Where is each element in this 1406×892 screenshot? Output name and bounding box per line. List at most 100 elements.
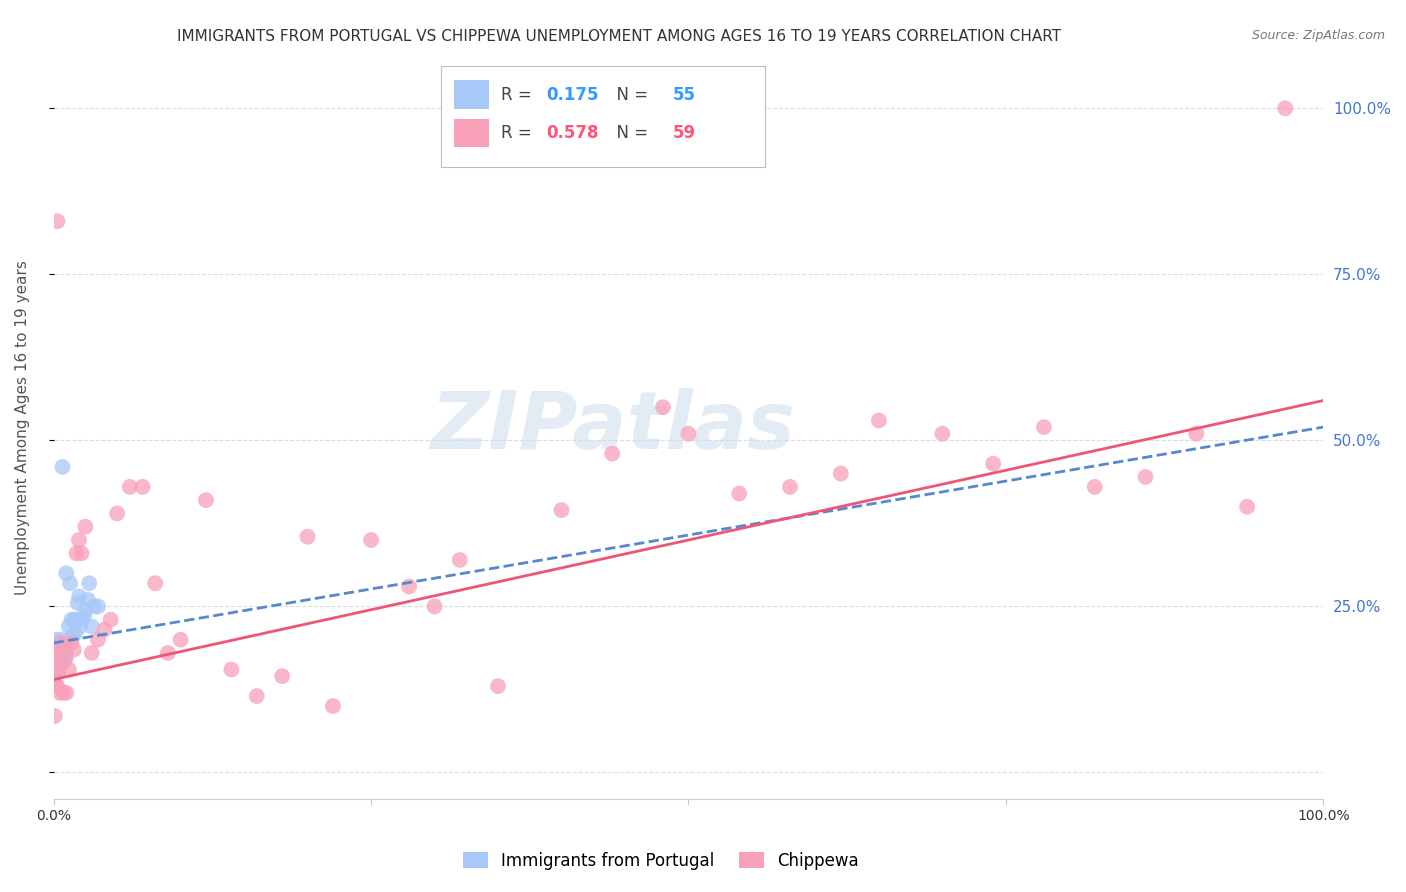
Point: [44, 642, 66, 657]
Point: [69, 619, 91, 633]
Point: [42, 663, 65, 677]
Point: [981, 457, 1004, 471]
Point: [45, 642, 67, 657]
Point: [44, 636, 66, 650]
Point: [398, 580, 420, 594]
Point: [51, 632, 73, 647]
Point: [53, 652, 76, 666]
Point: [53, 642, 76, 657]
Point: [58, 619, 80, 633]
Point: [48, 663, 70, 677]
Point: [65, 546, 87, 560]
Point: [297, 530, 319, 544]
Point: [169, 632, 191, 647]
Point: [80, 646, 103, 660]
Text: R =: R =: [501, 124, 537, 142]
Point: [830, 467, 852, 481]
Point: [1135, 470, 1157, 484]
Text: ZIPatlas: ZIPatlas: [430, 388, 794, 467]
Point: [46, 649, 69, 664]
Point: [46, 646, 69, 660]
Point: [51, 459, 73, 474]
Point: [55, 686, 77, 700]
Point: [80, 619, 103, 633]
Bar: [454, 80, 489, 109]
Point: [44, 669, 66, 683]
Point: [67, 533, 90, 547]
Point: [55, 566, 77, 581]
Point: [322, 699, 344, 714]
Point: [678, 426, 700, 441]
Point: [52, 642, 75, 657]
Text: R =: R =: [501, 86, 537, 103]
Point: [156, 646, 179, 660]
Point: [51, 656, 73, 670]
Legend: Immigrants from Portugal, Chippewa: Immigrants from Portugal, Chippewa: [456, 846, 866, 877]
Point: [728, 486, 751, 500]
Point: [83, 599, 105, 614]
Point: [1084, 480, 1107, 494]
Point: [449, 553, 471, 567]
Point: [44, 656, 66, 670]
Point: [868, 413, 890, 427]
Point: [42, 642, 65, 657]
Point: [59, 576, 82, 591]
Point: [62, 629, 84, 643]
Point: [1185, 426, 1208, 441]
Text: 55: 55: [673, 86, 696, 103]
Point: [779, 480, 801, 494]
Point: [652, 400, 675, 414]
Point: [271, 669, 294, 683]
Point: [45, 652, 67, 666]
Point: [44, 659, 66, 673]
Point: [1274, 101, 1296, 115]
Point: [46, 214, 69, 228]
Point: [105, 507, 128, 521]
Point: [46, 656, 69, 670]
Point: [42, 673, 65, 687]
Point: [42, 659, 65, 673]
Point: [77, 592, 100, 607]
Point: [49, 649, 72, 664]
Point: [87, 632, 110, 647]
Point: [67, 590, 90, 604]
Point: [118, 480, 141, 494]
Point: [131, 480, 153, 494]
Point: [550, 503, 572, 517]
Point: [48, 663, 70, 677]
Point: [423, 599, 446, 614]
Bar: [454, 120, 489, 147]
Point: [194, 493, 217, 508]
Point: [87, 599, 110, 614]
Text: 59: 59: [673, 124, 696, 142]
Point: [46, 640, 69, 654]
Point: [44, 652, 66, 666]
Point: [60, 613, 83, 627]
Point: [48, 636, 70, 650]
Text: N =: N =: [606, 86, 654, 103]
Text: IMMIGRANTS FROM PORTUGAL VS CHIPPEWA UNEMPLOYMENT AMONG AGES 16 TO 19 YEARS CORR: IMMIGRANTS FROM PORTUGAL VS CHIPPEWA UNE…: [177, 29, 1060, 45]
Point: [63, 642, 86, 657]
Point: [51, 642, 73, 657]
Point: [52, 686, 75, 700]
Point: [48, 649, 70, 664]
Text: N =: N =: [606, 124, 654, 142]
Point: [45, 632, 67, 647]
Point: [42, 649, 65, 664]
Point: [45, 679, 67, 693]
Point: [52, 636, 75, 650]
Point: [63, 613, 86, 627]
Point: [931, 426, 953, 441]
Point: [45, 663, 67, 677]
Text: 0.175: 0.175: [547, 86, 599, 103]
Point: [46, 679, 69, 693]
Point: [44, 709, 66, 723]
Point: [93, 623, 115, 637]
Point: [60, 636, 83, 650]
Point: [73, 609, 96, 624]
Y-axis label: Unemployment Among Ages 16 to 19 years: Unemployment Among Ages 16 to 19 years: [15, 260, 30, 595]
Point: [360, 533, 382, 547]
Point: [65, 613, 87, 627]
Point: [58, 663, 80, 677]
Point: [70, 613, 93, 627]
